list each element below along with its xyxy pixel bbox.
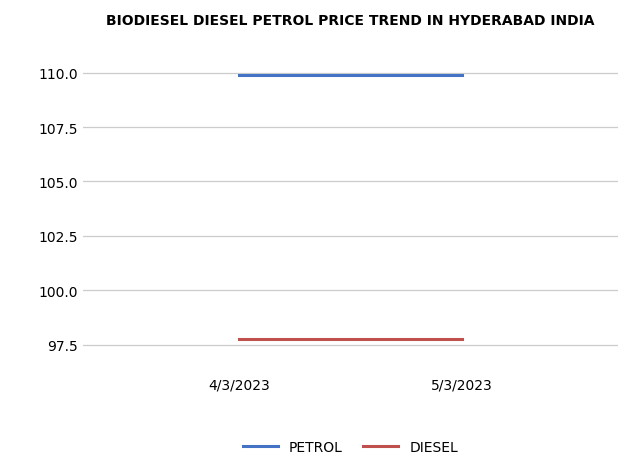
Legend: PETROL, DIESEL: PETROL, DIESEL: [237, 434, 464, 455]
Text: BIODIESEL DIESEL PETROL PRICE TREND IN HYDERABAD INDIA: BIODIESEL DIESEL PETROL PRICE TREND IN H…: [106, 14, 594, 28]
